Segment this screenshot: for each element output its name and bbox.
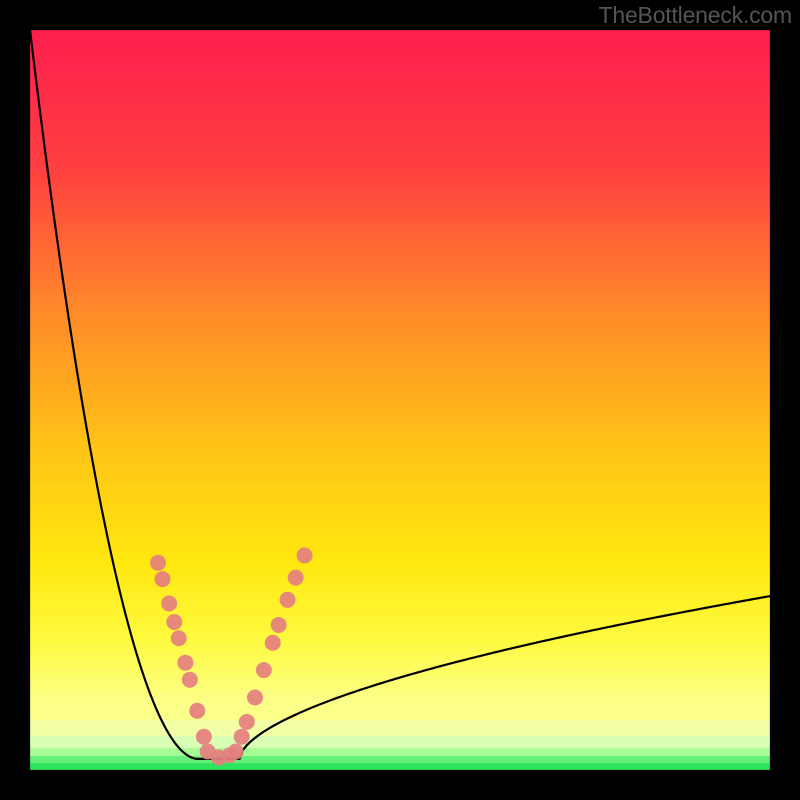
bead-point [247,689,263,705]
bead-point [228,744,244,760]
bead-point [182,672,198,688]
bead-point [196,729,212,745]
bead-point [177,655,193,671]
bead-point [239,714,255,730]
v-curve [30,30,770,759]
bead-point [256,662,272,678]
bead-point [166,614,182,630]
bead-point [280,592,296,608]
bead-point [161,596,177,612]
plot-frame [15,15,785,785]
plot-svg [0,0,800,800]
bead-point [297,547,313,563]
bead-point [154,571,170,587]
chart-container: TheBottleneck.com [0,0,800,800]
bead-cluster [150,547,313,765]
bead-point [234,729,250,745]
bead-point [265,635,281,651]
bead-point [288,570,304,586]
watermark-label: TheBottleneck.com [599,2,792,29]
bead-point [189,703,205,719]
bead-point [271,617,287,633]
bead-point [150,555,166,571]
bead-point [171,630,187,646]
